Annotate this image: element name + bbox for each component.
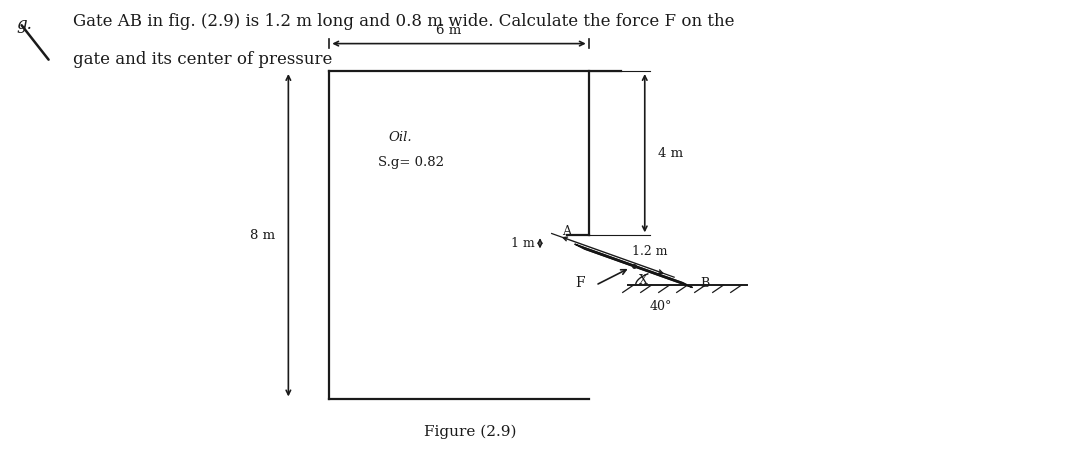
Text: 1 m: 1 m: [511, 237, 535, 250]
Text: A: A: [563, 224, 571, 238]
Text: S.g= 0.82: S.g= 0.82: [378, 156, 444, 169]
Text: B: B: [701, 277, 710, 290]
Text: 8 m: 8 m: [251, 229, 275, 242]
Text: Figure (2.9): Figure (2.9): [423, 425, 516, 439]
Text: g.: g.: [16, 16, 32, 33]
Text: 1.2 m: 1.2 m: [633, 245, 667, 258]
Text: F: F: [576, 276, 584, 290]
Text: X: X: [639, 274, 648, 287]
Text: Oil.: Oil.: [389, 131, 413, 144]
Text: 4 m: 4 m: [658, 147, 683, 160]
Text: 40°: 40°: [649, 300, 672, 313]
Text: Gate AB in fig. (2.9) is 1.2 m long and 0.8 m wide. Calculate the force F on the: Gate AB in fig. (2.9) is 1.2 m long and …: [73, 13, 735, 30]
Text: gate and its center of pressure: gate and its center of pressure: [73, 51, 333, 68]
Text: 6 m: 6 m: [435, 24, 461, 37]
Polygon shape: [576, 244, 692, 287]
